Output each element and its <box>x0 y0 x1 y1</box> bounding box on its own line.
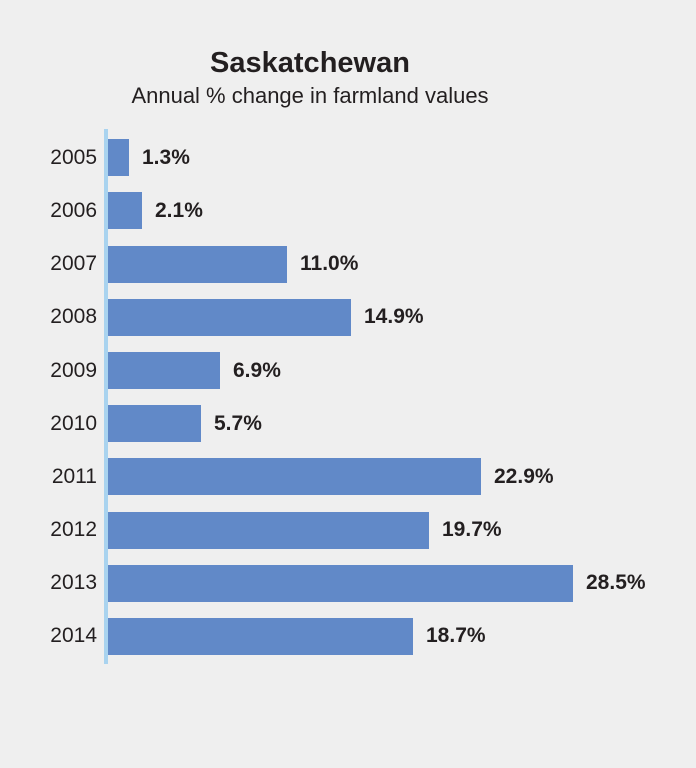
bar-row: 2011 22.9% <box>0 450 696 503</box>
bar-row: 2005 1.3% <box>0 131 696 184</box>
bar <box>108 245 287 283</box>
value-label: 6.9% <box>233 358 281 382</box>
chart-page: { "page": { "background": "#EFEFEF" }, "… <box>0 47 696 768</box>
year-label: 2007 <box>50 252 97 276</box>
bar-row: 2013 28.5% <box>0 557 696 610</box>
bar <box>108 192 142 230</box>
year-label: 2013 <box>50 571 97 595</box>
value-label: 19.7% <box>442 518 502 542</box>
bar <box>108 405 201 443</box>
chart-title: Saskatchewan <box>210 47 410 79</box>
bar-row: 2014 18.7% <box>0 610 696 663</box>
value-label: 2.1% <box>155 198 203 222</box>
bar-row: 2006 2.1% <box>0 184 696 237</box>
value-label: 28.5% <box>586 571 646 595</box>
bar <box>108 458 481 496</box>
year-label: 2006 <box>50 198 97 222</box>
chart-header: Saskatchewan Annual % change in farmland… <box>0 47 620 108</box>
value-label: 1.3% <box>142 145 190 169</box>
bar-row: 2007 11.0% <box>0 238 696 291</box>
bar-rows: 2005 1.3% 2006 2.1% 2007 11.0% 2008 14.9… <box>0 131 696 663</box>
bar-row: 2009 6.9% <box>0 344 696 397</box>
bar <box>108 564 573 602</box>
value-label: 5.7% <box>214 411 262 435</box>
farmland-values-chart: Saskatchewan Annual % change in farmland… <box>0 47 696 666</box>
bar <box>108 352 220 390</box>
bar-row: 2012 19.7% <box>0 504 696 557</box>
year-label: 2014 <box>50 624 97 648</box>
plot-area: 2005 1.3% 2006 2.1% 2007 11.0% 2008 14.9… <box>0 129 696 666</box>
value-label: 18.7% <box>426 624 486 648</box>
year-label: 2011 <box>51 464 97 488</box>
bar <box>108 511 429 549</box>
value-label: 22.9% <box>494 464 554 488</box>
bar <box>108 298 351 336</box>
year-label: 2009 <box>50 358 97 382</box>
year-label: 2010 <box>50 411 97 435</box>
year-label: 2005 <box>50 145 97 169</box>
y-axis-line <box>104 129 108 665</box>
value-label: 14.9% <box>364 305 424 329</box>
value-label: 11.0% <box>300 252 359 276</box>
year-label: 2012 <box>50 518 97 542</box>
bar-row: 2008 14.9% <box>0 291 696 344</box>
bar <box>108 617 413 655</box>
bar-row: 2010 5.7% <box>0 397 696 450</box>
chart-subtitle: Annual % change in farmland values <box>131 82 489 108</box>
year-label: 2008 <box>50 305 97 329</box>
bar <box>108 139 129 177</box>
